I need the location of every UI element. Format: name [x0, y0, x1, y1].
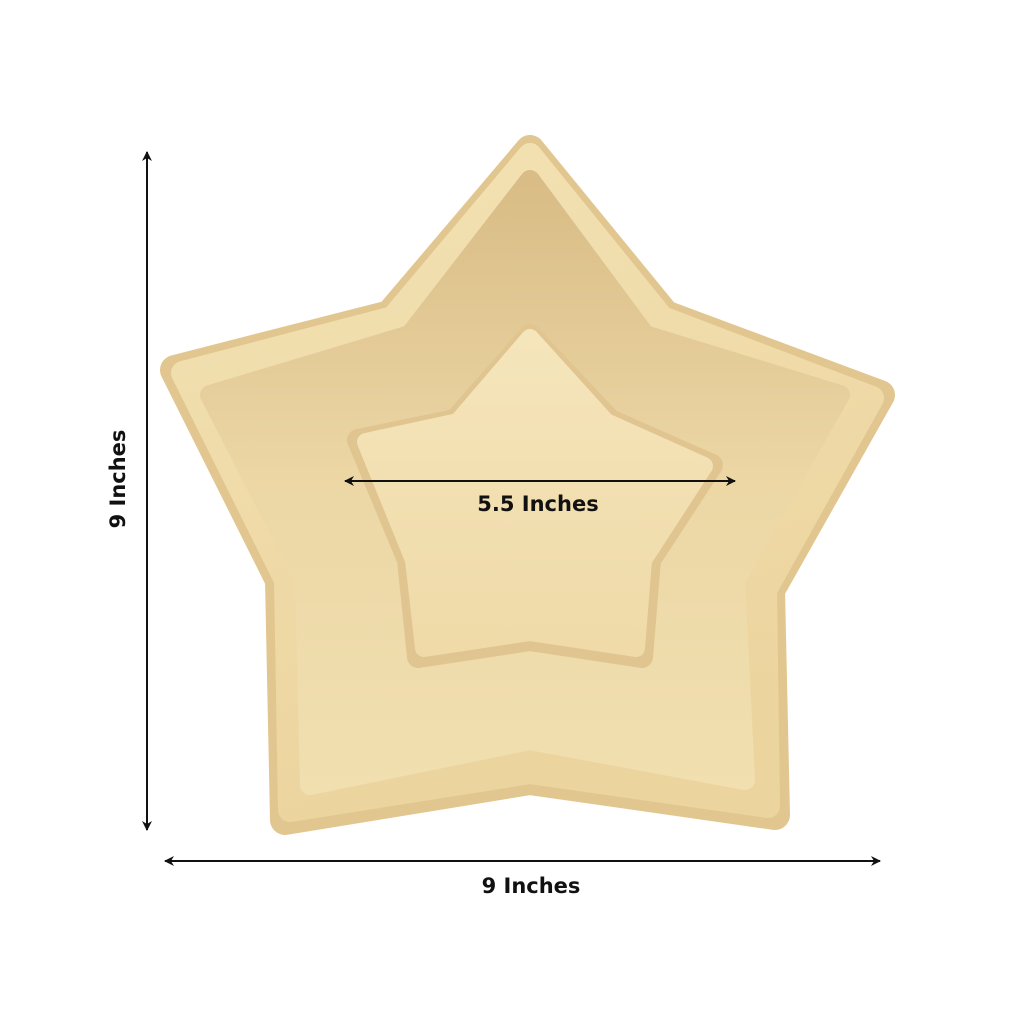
height-label: 9 Inches [106, 430, 130, 529]
inner-width-label: 5.5 Inches [477, 492, 598, 516]
width-label: 9 Inches [482, 874, 581, 898]
